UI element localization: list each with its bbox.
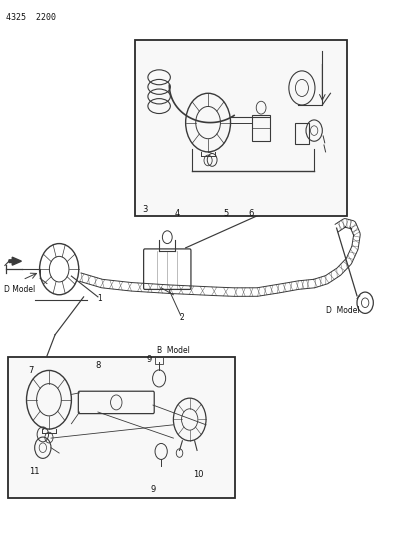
- Text: 1: 1: [98, 294, 102, 303]
- Text: 2: 2: [179, 313, 184, 321]
- Text: D  Model: D Model: [326, 306, 359, 314]
- Text: 5: 5: [224, 209, 229, 217]
- Text: 10: 10: [193, 470, 203, 479]
- Text: 9: 9: [151, 485, 155, 494]
- Text: 3: 3: [142, 205, 148, 214]
- Text: 7: 7: [28, 366, 33, 375]
- FancyArrow shape: [9, 257, 21, 265]
- Text: 6: 6: [248, 209, 254, 217]
- Text: 8: 8: [95, 361, 101, 369]
- Text: 4325  2200: 4325 2200: [6, 13, 56, 22]
- Text: 9: 9: [146, 356, 151, 364]
- Bar: [135, 40, 347, 216]
- Bar: [155, 357, 163, 364]
- Text: 11: 11: [29, 467, 40, 476]
- Bar: [295, 123, 309, 144]
- Text: D Model: D Model: [4, 285, 35, 294]
- Text: B  Model: B Model: [157, 346, 190, 354]
- Text: 4: 4: [175, 209, 180, 217]
- Bar: [252, 115, 270, 141]
- Bar: [8, 357, 235, 498]
